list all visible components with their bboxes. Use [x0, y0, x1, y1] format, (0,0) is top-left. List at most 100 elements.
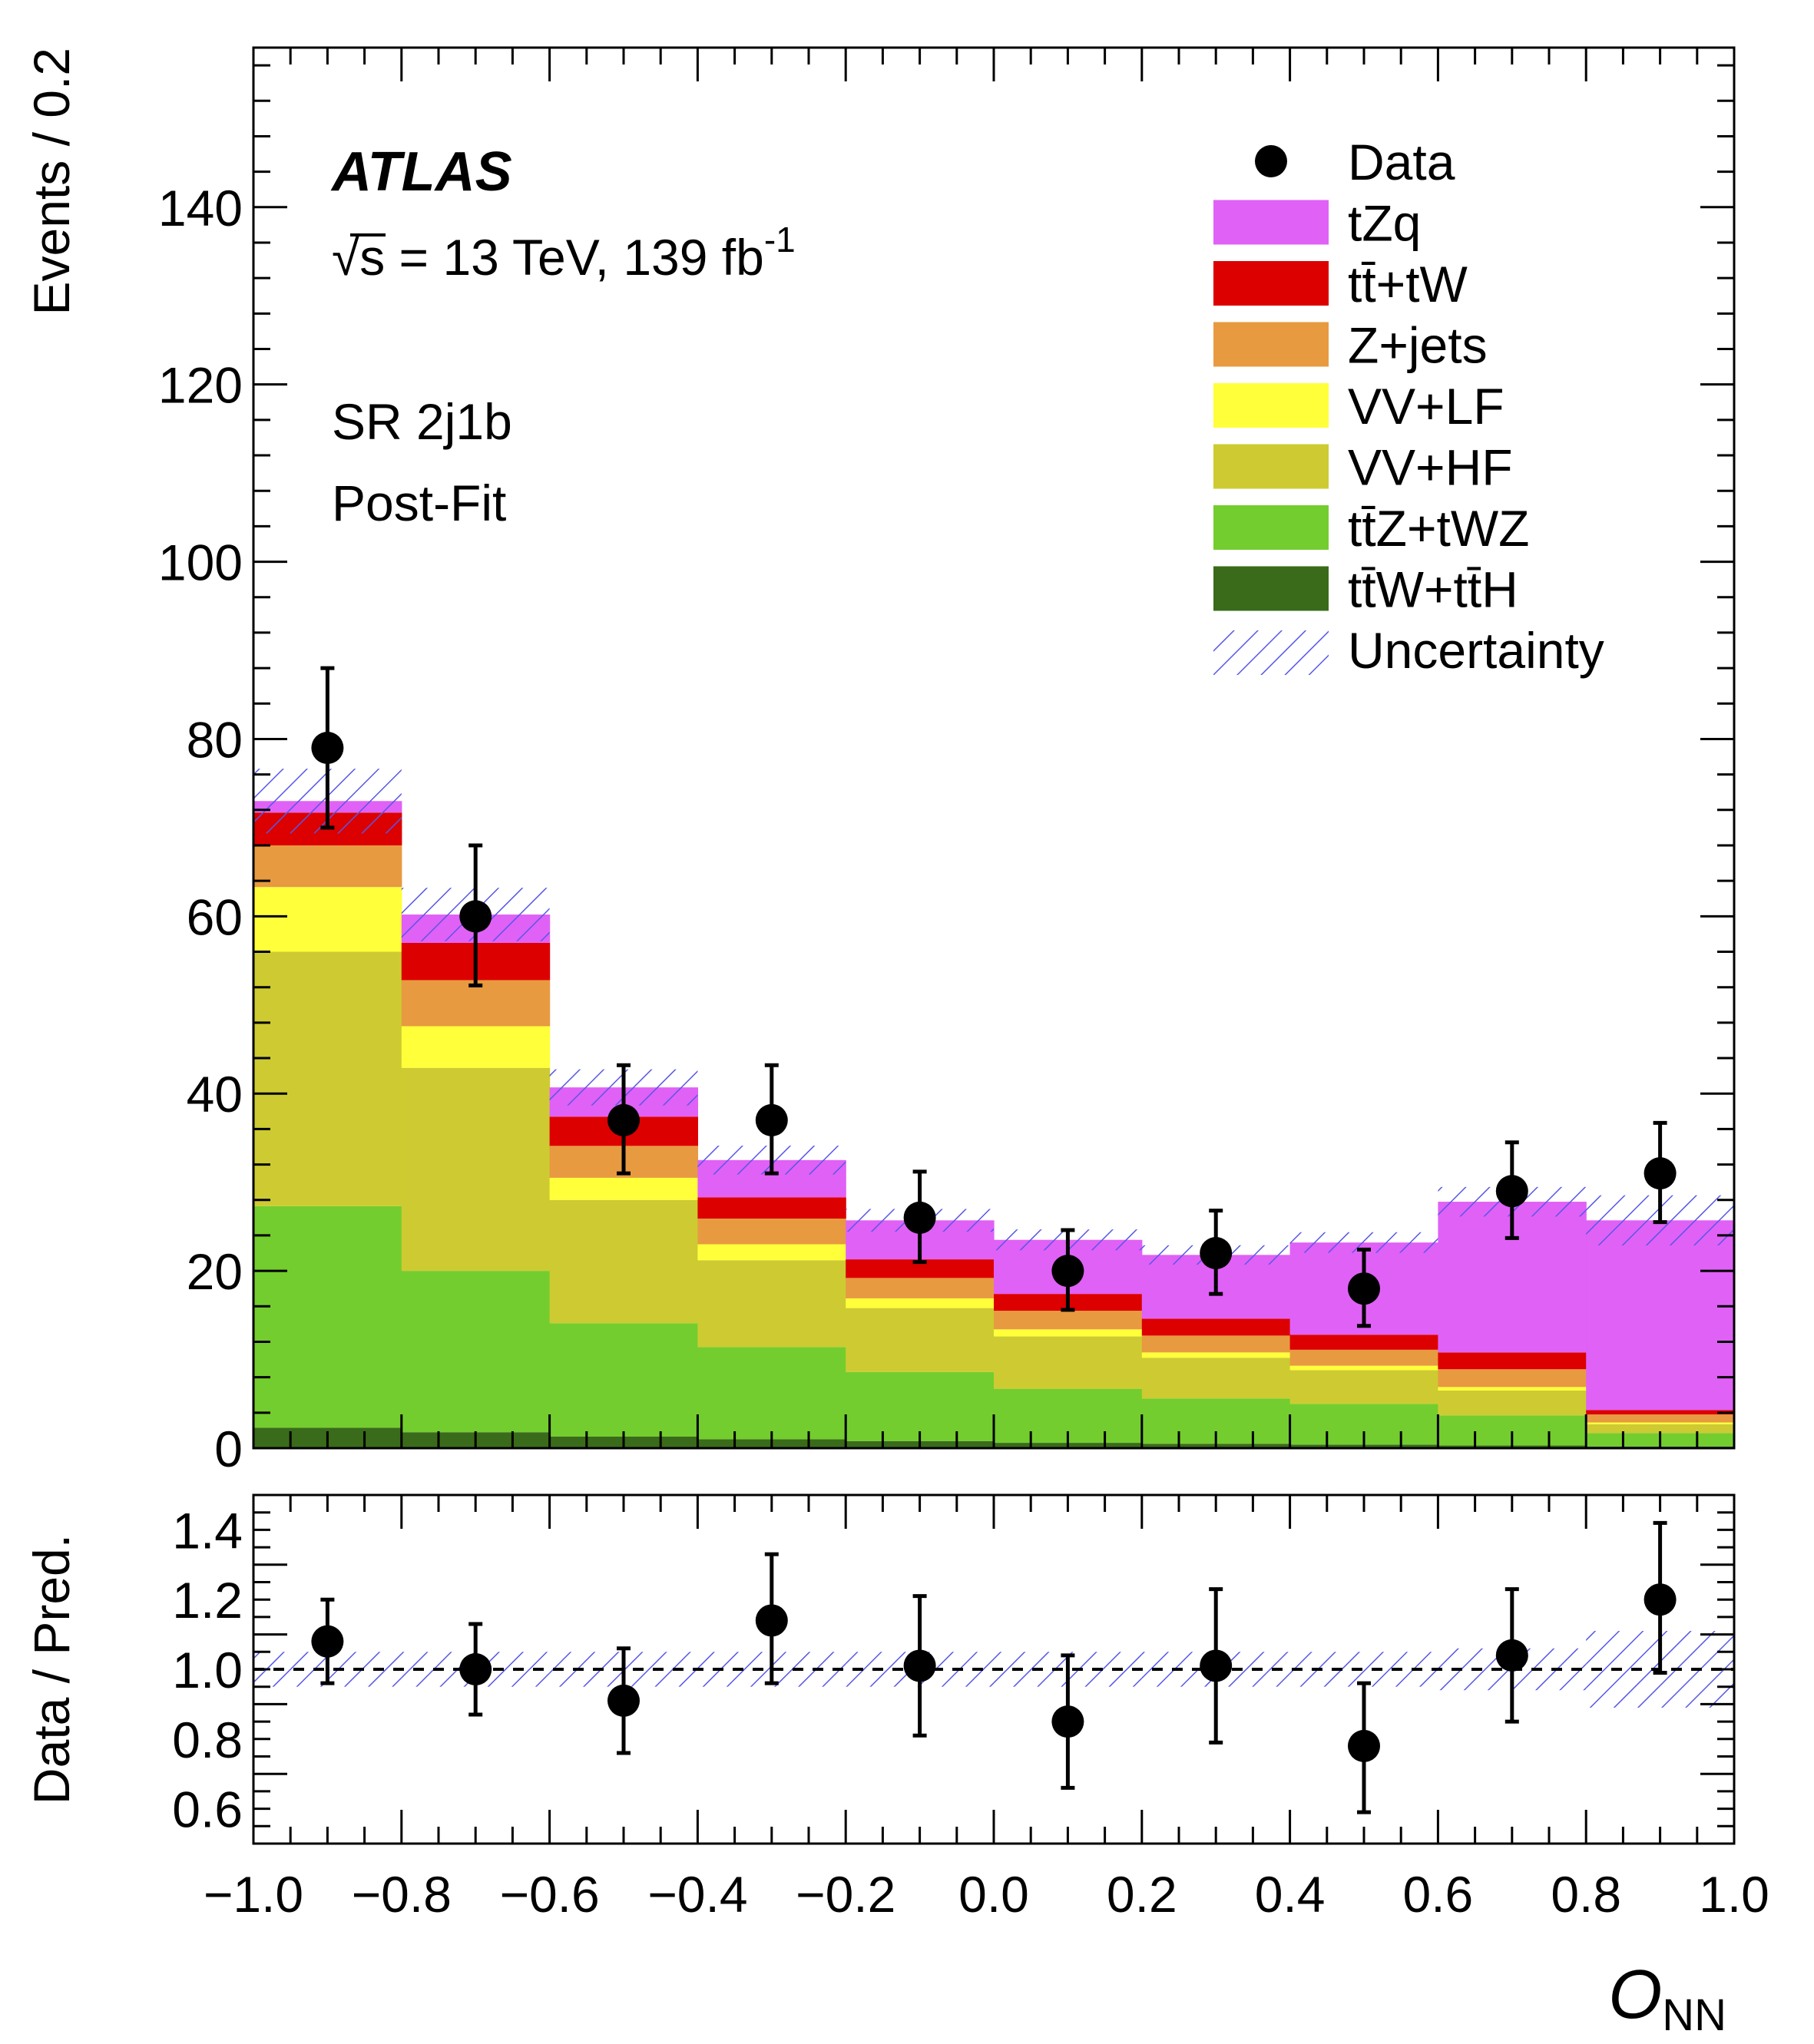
stack-bar [549, 1177, 698, 1200]
stack-bar [994, 1336, 1143, 1389]
stack-bar [846, 1371, 995, 1441]
x-tick-label: 0.4 [1255, 1866, 1326, 1923]
data-point [1644, 1583, 1677, 1616]
x-tick-label: −1.0 [204, 1866, 303, 1923]
legend-swatch [1213, 505, 1329, 550]
legend-swatch [1213, 322, 1329, 367]
stack-bar [1289, 1335, 1438, 1350]
stack-bar [697, 1260, 846, 1348]
legend-swatch [1213, 383, 1329, 428]
data-point [755, 1604, 788, 1637]
legend-label: tt̄+tW [1348, 256, 1468, 313]
stack-bar [1141, 1318, 1291, 1336]
stack-bar [846, 1308, 995, 1372]
x-tick-label: −0.8 [352, 1866, 452, 1923]
x-tick-label: 0.6 [1403, 1866, 1474, 1923]
stack-bar [994, 1329, 1143, 1337]
main-panel: 0 20 40 60 80 100 120 140 Events / 0.2 ATLAS √s… [23, 46, 1736, 1477]
energy-label: √s = 13 TeV, 139 fb-1 [332, 220, 796, 286]
legend-entry: Uncertainty [1213, 622, 1604, 679]
x-tick-label: 1.0 [1699, 1866, 1769, 1923]
x-tick-label: 0.2 [1107, 1866, 1177, 1923]
legend-label: Data [1348, 134, 1455, 190]
x-axis-label-subscript: NN [1662, 1990, 1726, 2040]
stack-bar [1438, 1390, 1587, 1416]
stack-bar [697, 1219, 846, 1245]
legend-label: tZq [1348, 195, 1421, 252]
legend-label: VV+LF [1348, 378, 1504, 435]
legend: DatatZqtt̄+tWZ+jetsVV+LFVV+HFtt̄Z+tWZtt̄… [1213, 134, 1604, 679]
x-tick-label: −0.4 [647, 1866, 747, 1923]
stack-bar [1586, 1414, 1734, 1423]
data-point [1495, 1639, 1528, 1672]
data-point [607, 1103, 640, 1136]
stack-bar [1289, 1349, 1438, 1366]
x-tick-labels: −1.0 −0.8 −0.6 −0.4 −0.2 0.0 0.2 0.4 0.6 0.8 1.0 [204, 1866, 1769, 1923]
data-point [459, 1653, 492, 1685]
legend-entry: tt̄W+tt̄H [1213, 561, 1518, 618]
ratio-points [311, 1520, 1677, 1814]
series-z-jets [253, 845, 1734, 1423]
legend-label: Z+jets [1348, 317, 1488, 374]
legend-label: Uncertainty [1348, 622, 1604, 679]
legend-label: VV+HF [1348, 439, 1513, 496]
legend-entry: tZq [1213, 195, 1421, 252]
energy-label-text: √s = 13 TeV, 139 fb [332, 229, 764, 286]
atlas-label: ATLAS [330, 141, 512, 203]
stack-bar [1141, 1358, 1291, 1399]
stack-bar [1289, 1365, 1438, 1371]
legend-entry: VV+HF [1213, 439, 1513, 496]
y-tick-label: 40 [187, 1066, 243, 1123]
fit-label: Post-Fit [332, 475, 506, 531]
series-ttz-twz [253, 1206, 1734, 1447]
stack-bar [1438, 1387, 1587, 1391]
stack-bar [697, 1244, 846, 1261]
data-point [1051, 1255, 1084, 1288]
legend-swatch [1213, 444, 1329, 489]
ratio-y-axis-label: Data / Pred. [23, 1534, 80, 1804]
data-point [1200, 1237, 1233, 1270]
energy-label-superscript: -1 [764, 220, 796, 260]
legend-label: tt̄Z+tWZ [1348, 500, 1529, 557]
y-tick-label: 120 [158, 357, 243, 414]
y-tick-label: 20 [187, 1243, 243, 1300]
y-tick-label: 140 [158, 180, 243, 236]
stack-bar [994, 1311, 1143, 1330]
main-y-tick-labels: 0 20 40 60 80 100 120 140 [158, 180, 243, 1477]
ratio-y-tick-label: 1.2 [172, 1572, 243, 1629]
legend-entry: VV+LF [1213, 378, 1504, 435]
stack-bar [1141, 1352, 1291, 1358]
data-point [311, 732, 344, 764]
stack-bar [1438, 1352, 1587, 1370]
stack-bar [253, 845, 402, 888]
data-point [903, 1201, 936, 1234]
ratio-axis-ticks [252, 1493, 1736, 1845]
x-tick-label: −0.6 [499, 1866, 599, 1923]
data-point [459, 900, 492, 933]
legend-marker-data [1255, 145, 1287, 177]
stack-bar [846, 1278, 995, 1298]
stack-bar [1586, 1220, 1734, 1411]
stack-bar [549, 1323, 698, 1437]
stack-bar [1586, 1422, 1734, 1424]
legend-entry: Z+jets [1213, 317, 1488, 374]
x-tick-label: −0.2 [796, 1866, 895, 1923]
region-label: SR 2j1b [332, 393, 512, 450]
x-tick-label: 0.8 [1551, 1866, 1621, 1923]
stack-bar [401, 1271, 551, 1433]
data-point [607, 1684, 640, 1717]
data-point [1348, 1272, 1380, 1305]
data-point [1348, 1729, 1380, 1762]
data-point [755, 1103, 788, 1136]
data-point [1051, 1705, 1084, 1738]
stack-bar [253, 951, 402, 1206]
stack-bar [1141, 1335, 1291, 1353]
x-axis-label-main: O [1608, 1956, 1662, 2033]
data-point [1200, 1649, 1233, 1682]
stack-bar [253, 887, 402, 952]
stack-bar [401, 1026, 551, 1068]
stack-bar [1586, 1424, 1734, 1434]
stack-bar [401, 1067, 551, 1272]
ratio-y-tick-label: 0.8 [172, 1712, 243, 1768]
